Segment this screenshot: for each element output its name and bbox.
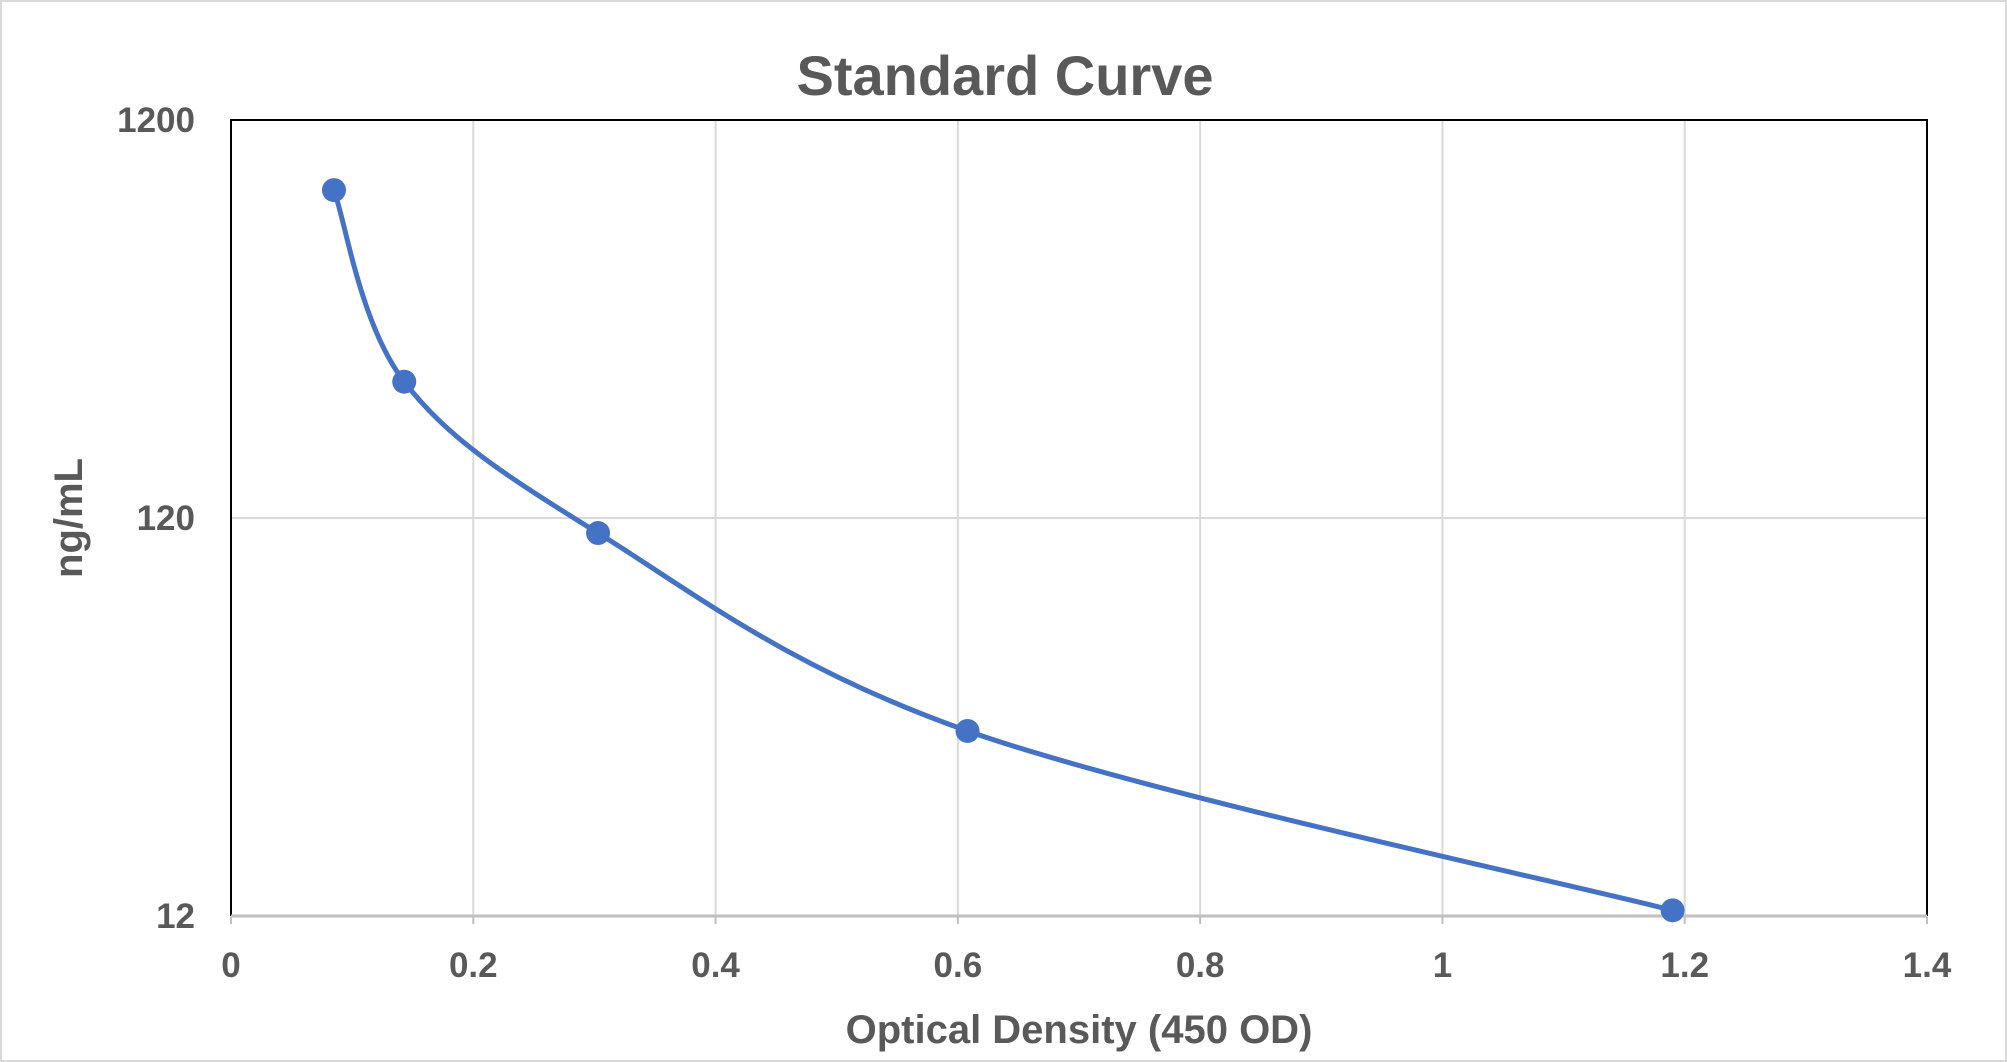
data-point [392,369,417,394]
chart-title: Standard Curve [797,44,1214,107]
y-tick-label: 120 [137,499,195,538]
y-tick-label: 12 [156,897,195,936]
x-tick-label: 1 [1433,946,1452,985]
x-axis-title: Optical Density (450 OD) [846,1008,1313,1052]
series-line [331,189,1674,913]
data-point [1660,898,1685,923]
x-tick-label: 0.4 [691,946,740,985]
x-tick-label: 0.6 [934,946,983,985]
data-point [586,521,611,546]
x-tick-label: 1.4 [1903,946,1952,985]
grid-lines [231,120,1927,916]
y-tick-label: 1200 [117,101,195,140]
series-layer [321,178,1685,923]
data-point [321,178,346,203]
data-point [955,718,980,743]
x-tick-label: 0.8 [1176,946,1225,985]
axes [230,914,1928,924]
y-axis-title: ng/mL [47,458,91,578]
x-tick-label: 1.2 [1660,946,1709,985]
x-tick-label: 0 [221,946,240,985]
tick-labels: 0 0.2 0.4 0.6 0.8 1 1.2 1.4 12 120 1200 [117,101,1952,985]
x-tick-label: 0.2 [449,946,498,985]
